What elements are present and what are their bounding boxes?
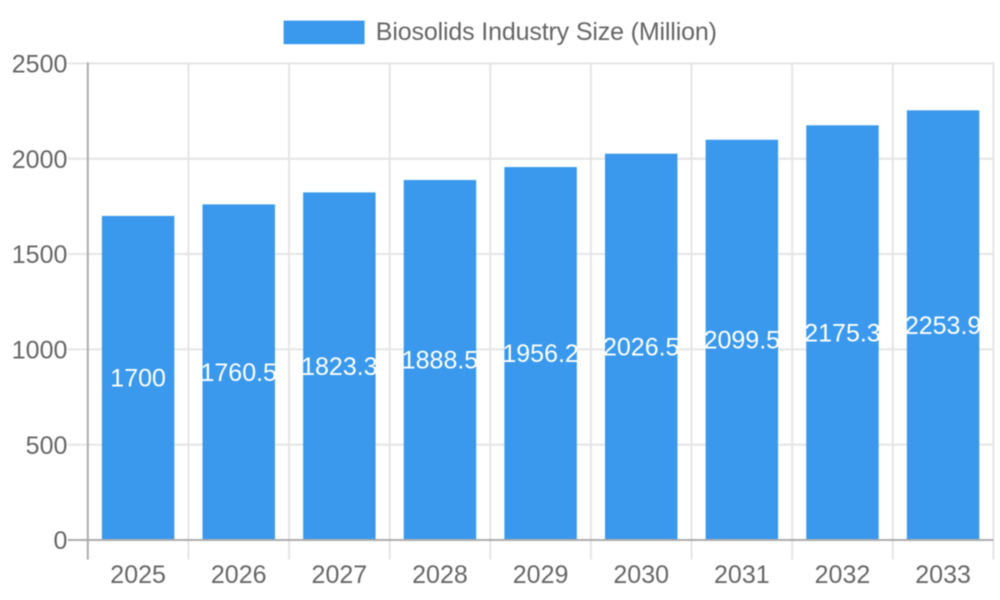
svg-text:2029: 2029 [513, 561, 569, 589]
svg-text:2030: 2030 [613, 561, 669, 589]
svg-text:2032: 2032 [815, 561, 871, 589]
svg-text:Biosolids Industry Size (Milli: Biosolids Industry Size (Million) [376, 18, 717, 46]
svg-text:2000: 2000 [12, 146, 68, 174]
svg-text:2253.9: 2253.9 [905, 312, 981, 340]
svg-text:1888.5: 1888.5 [402, 347, 478, 375]
svg-text:2028: 2028 [412, 561, 468, 589]
svg-text:1760.5: 1760.5 [200, 359, 276, 387]
svg-text:2500: 2500 [12, 51, 68, 79]
svg-text:0: 0 [53, 527, 67, 555]
svg-text:1956.2: 1956.2 [502, 340, 578, 368]
svg-text:2099.5: 2099.5 [704, 326, 780, 354]
svg-text:1823.3: 1823.3 [301, 353, 377, 381]
svg-text:1500: 1500 [12, 241, 68, 269]
svg-text:2031: 2031 [714, 561, 770, 589]
svg-text:1000: 1000 [12, 337, 68, 365]
svg-text:2026.5: 2026.5 [603, 333, 679, 361]
svg-text:2033: 2033 [915, 561, 971, 589]
svg-text:2026: 2026 [211, 561, 267, 589]
svg-text:2027: 2027 [312, 561, 368, 589]
svg-text:1700: 1700 [110, 365, 166, 393]
svg-text:2025: 2025 [110, 561, 166, 589]
svg-text:500: 500 [26, 432, 68, 460]
svg-text:2175.3: 2175.3 [804, 319, 880, 347]
